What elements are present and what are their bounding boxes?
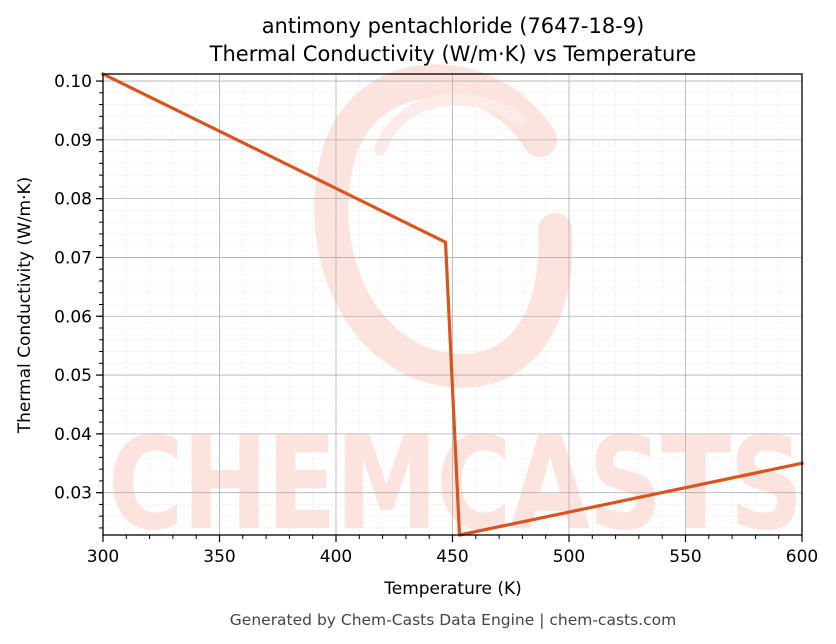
watermark: CHEMCASTS bbox=[108, 64, 804, 559]
x-tick-label: 600 bbox=[786, 547, 818, 567]
y-tick-label: 0.10 bbox=[54, 72, 92, 92]
x-axis-label: Temperature (K) bbox=[383, 579, 522, 599]
axis-ticks bbox=[96, 80, 803, 542]
x-tick-label: 450 bbox=[436, 547, 468, 567]
x-tick-label: 300 bbox=[87, 547, 119, 567]
chart-title-line2: Thermal Conductivity (W/m·K) vs Temperat… bbox=[209, 42, 697, 66]
y-tick-label: 0.09 bbox=[54, 131, 92, 151]
y-tick-label: 0.06 bbox=[54, 307, 92, 327]
watermark-logo-icon bbox=[314, 64, 573, 388]
x-tick-label: 550 bbox=[669, 547, 701, 567]
y-tick-label: 0.08 bbox=[54, 190, 92, 210]
series-line-thermal-conductivity bbox=[100, 71, 804, 537]
x-tick-labels: 300 350 400 450 500 550 600 bbox=[87, 547, 818, 567]
x-tick-label: 500 bbox=[553, 547, 585, 567]
y-tick-label: 0.07 bbox=[54, 248, 92, 268]
footer-credit: Generated by Chem-Casts Data Engine | ch… bbox=[230, 611, 676, 629]
y-tick-label: 0.03 bbox=[54, 484, 92, 504]
y-tick-labels: 0.03 0.04 0.05 0.06 0.07 0.08 0.09 0.10 bbox=[54, 72, 92, 504]
y-tick-label: 0.04 bbox=[54, 425, 92, 445]
x-tick-label: 400 bbox=[320, 547, 352, 567]
series-layer bbox=[100, 71, 804, 537]
y-axis-label: Thermal Conductivity (W/m·K) bbox=[15, 177, 35, 435]
y-tick-label: 0.05 bbox=[54, 366, 92, 386]
x-tick-label: 350 bbox=[203, 547, 235, 567]
chart-title-line1: antimony pentachloride (7647-18-9) bbox=[262, 14, 645, 38]
